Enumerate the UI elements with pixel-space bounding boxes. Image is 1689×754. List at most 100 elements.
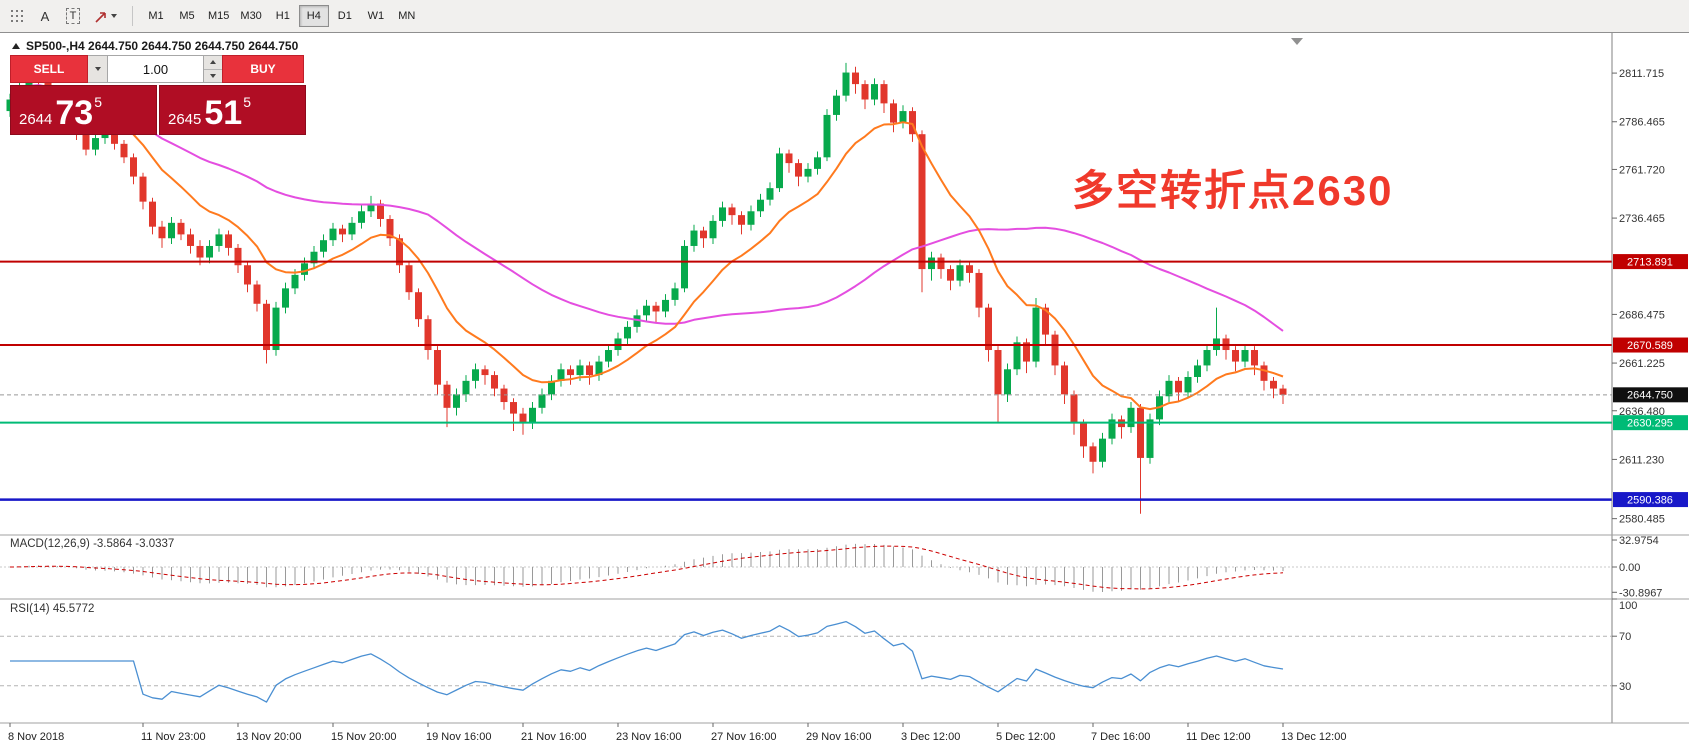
time-axis-label: 7 Dec 16:00 xyxy=(1091,731,1150,743)
moving-average-line xyxy=(9,84,1284,332)
candle-body xyxy=(215,234,223,246)
candle-body xyxy=(1032,307,1040,362)
annotation-text: 多空转折点2630 xyxy=(1072,167,1394,214)
candle-body xyxy=(396,238,403,266)
label-tool-button[interactable]: A xyxy=(32,4,58,28)
text-tool-button[interactable]: T xyxy=(60,4,86,28)
candle-body xyxy=(263,303,270,351)
bid-price-box[interactable]: 2644 73 5 xyxy=(10,85,157,135)
timeframe-button-mn[interactable]: MN xyxy=(392,5,422,27)
time-axis-label: 8 Nov 2018 xyxy=(8,731,64,743)
candle-body xyxy=(272,307,280,351)
macd-tick-label: -30.8967 xyxy=(1619,587,1662,599)
candle-body xyxy=(139,176,147,202)
candle-body xyxy=(1194,365,1201,377)
stepper-up-icon xyxy=(210,60,216,65)
candle-body xyxy=(168,222,175,239)
volume-decrease-button[interactable] xyxy=(204,69,222,82)
candle-body xyxy=(92,138,99,150)
chart-shift-marker-icon xyxy=(1291,38,1303,45)
ask-price-fraction: 5 xyxy=(243,94,251,110)
candle-body xyxy=(994,350,1002,395)
candle-body xyxy=(1013,342,1021,370)
candle-body xyxy=(823,114,831,158)
candle-body xyxy=(937,257,945,270)
macd-tick-label: 0.00 xyxy=(1619,562,1640,574)
candle-body xyxy=(149,201,156,227)
candle-body xyxy=(538,394,546,408)
candle-body xyxy=(586,365,593,376)
stepper-down-icon xyxy=(210,73,216,78)
rsi-tick-label: 100 xyxy=(1619,600,1637,612)
timeframe-button-m1[interactable]: M1 xyxy=(141,5,171,27)
candle-body xyxy=(681,245,688,289)
candle-body xyxy=(785,153,793,164)
chart-window[interactable]: 2811.715 2786.465 2761.720 2736.465 2686.475… xyxy=(0,33,1689,754)
volume-dropdown-button[interactable] xyxy=(88,55,108,83)
candle-body xyxy=(206,245,213,258)
candle-body xyxy=(453,394,460,408)
candle-body xyxy=(662,299,669,312)
candle-body xyxy=(804,168,812,177)
dropdown-caret-icon xyxy=(111,14,117,18)
candle-body xyxy=(709,220,717,239)
timeframe-button-m5[interactable]: M5 xyxy=(172,5,202,27)
timeframe-button-w1[interactable]: W1 xyxy=(361,5,391,27)
candle-body xyxy=(1099,438,1106,462)
volume-dropdown-caret-icon xyxy=(94,67,101,71)
time-axis-label: 13 Nov 20:00 xyxy=(236,731,301,743)
price-chart-canvas[interactable]: 2811.715 2786.465 2761.720 2736.465 2686.475… xyxy=(0,33,1689,754)
price-label-badge xyxy=(1613,415,1688,431)
candle-body xyxy=(1137,407,1144,458)
time-axis-label: 11 Nov 23:00 xyxy=(141,731,206,743)
candle-body xyxy=(1089,446,1097,462)
timeframe-button-h4[interactable]: H4 xyxy=(298,5,329,27)
candle-body xyxy=(196,245,204,258)
candle-body xyxy=(367,203,375,212)
candle-body xyxy=(1203,350,1211,366)
sell-button[interactable]: SELL xyxy=(10,55,88,83)
price-label-badge xyxy=(1613,387,1688,403)
ask-price-pips: 51 xyxy=(204,94,243,133)
candle-body xyxy=(510,402,517,414)
timeframe-button-d1[interactable]: D1 xyxy=(330,5,360,27)
candle-body xyxy=(291,274,299,289)
timeframe-toolbar: M1 M5 M15 M30 H1 H4 D1 W1 MN xyxy=(141,5,422,27)
candle-body xyxy=(548,380,555,395)
candle-body xyxy=(643,305,650,316)
candle-body xyxy=(1232,350,1239,362)
price-label-text: 2713.891 xyxy=(1627,256,1673,268)
candle-body xyxy=(890,103,897,123)
volume-input[interactable] xyxy=(108,55,204,83)
time-axis-label: 15 Nov 20:00 xyxy=(331,731,396,743)
candle-body xyxy=(491,375,498,389)
candle-body xyxy=(1061,365,1068,395)
timeframe-button-m15[interactable]: M15 xyxy=(203,5,234,27)
price-label-text: 2630.295 xyxy=(1627,417,1673,429)
text-tool-label: T xyxy=(65,8,81,24)
ask-price-box[interactable]: 2645 51 5 xyxy=(159,85,306,135)
one-click-panel-toggle-icon[interactable] xyxy=(12,43,20,49)
candle-body xyxy=(443,384,451,408)
candle-body xyxy=(1165,380,1173,397)
toolbar-separator xyxy=(132,6,133,26)
candle-body xyxy=(1146,419,1154,458)
timeframe-button-m30[interactable]: M30 xyxy=(235,5,266,27)
candle-body xyxy=(111,132,118,144)
candle-body xyxy=(472,369,479,381)
price-label-badge xyxy=(1613,337,1688,353)
grid-icon[interactable] xyxy=(4,4,30,28)
candle-body xyxy=(795,163,802,177)
candle-body xyxy=(177,222,185,235)
candle-body xyxy=(462,380,470,395)
candle-body xyxy=(728,207,736,216)
shapes-tool-button[interactable] xyxy=(88,4,124,28)
timeframe-button-h1[interactable]: H1 xyxy=(268,5,298,27)
candle-body xyxy=(861,84,869,100)
buy-button[interactable]: BUY xyxy=(222,55,304,83)
volume-increase-button[interactable] xyxy=(204,56,222,70)
candle-body xyxy=(671,288,679,300)
time-axis-label: 5 Dec 12:00 xyxy=(996,731,1055,743)
symbol-ohlc-label: SP500-,H4 2644.750 2644.750 2644.750 264… xyxy=(26,39,299,53)
candle-body xyxy=(966,265,973,273)
